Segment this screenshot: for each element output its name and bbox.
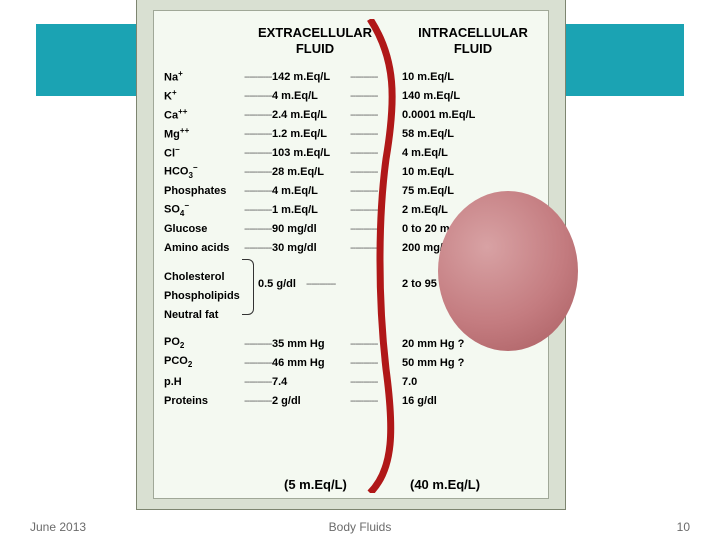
header-icf: INTRACELLULAR FLUID	[408, 25, 538, 58]
ion-ecf: 4 m.Eq/L	[272, 90, 350, 102]
cell-blob	[438, 191, 578, 351]
table-row: p.H-----------7.4-----------7.0	[164, 372, 538, 391]
dash: -----------	[244, 338, 272, 350]
header-icf-line1: INTRACELLULAR	[418, 25, 528, 40]
ion-ecf: 90 mg/dl	[272, 223, 350, 235]
slide-footer: June 2013 Body Fluids 10	[0, 514, 720, 540]
dash: -----------	[244, 242, 272, 254]
lipid-bracket	[242, 259, 254, 315]
lipid-ecf-value: 0.5 g/dl	[258, 278, 296, 290]
ion-label: Mg++	[164, 126, 244, 141]
table-row: Cl−-----------103 m.Eq/L-----------4 m.E…	[164, 143, 538, 162]
gas-ecf: 46 mm Hg	[272, 357, 350, 369]
ion-ecf: 30 mg/dl	[272, 242, 350, 254]
diagram-panel: EXTRACELLULAR FLUID INTRACELLULAR FLUID …	[136, 0, 566, 510]
ion-ecf: 2.4 m.Eq/L	[272, 109, 350, 121]
table-row: PCO2-----------46 mm Hg-----------50 mm …	[164, 353, 538, 372]
ion-label: SO4−	[164, 201, 244, 218]
diagram-content: EXTRACELLULAR FLUID INTRACELLULAR FLUID …	[154, 11, 548, 498]
lipid-label: Neutral fat	[164, 309, 244, 321]
footer-page: 10	[677, 520, 690, 534]
header-icf-line2: FLUID	[454, 41, 492, 56]
ion-label: Amino acids	[164, 242, 244, 254]
dash: -----------	[244, 376, 272, 388]
footer-title: Body Fluids	[0, 520, 720, 534]
ion-label: K+	[164, 88, 244, 103]
gas-label: Proteins	[164, 395, 244, 407]
gas-ecf: 2 g/dl	[272, 395, 350, 407]
table-row: Na+-----------142 m.Eq/L-----------10 m.…	[164, 67, 538, 86]
dash: -----------	[244, 395, 272, 407]
gas-label: p.H	[164, 376, 244, 388]
dash: -----------	[244, 90, 272, 102]
dash: -----------	[244, 204, 272, 216]
gas-ecf: 35 mm Hg	[272, 338, 350, 350]
ion-ecf: 1 m.Eq/L	[272, 204, 350, 216]
bottom-icf: (40 m.Eq/L)	[410, 477, 480, 492]
gas-label: PCO2	[164, 355, 244, 369]
diagram-inner: EXTRACELLULAR FLUID INTRACELLULAR FLUID …	[153, 10, 549, 499]
header-ecf-line2: FLUID	[296, 41, 334, 56]
table-row: K+-----------4 m.Eq/L-----------140 m.Eq…	[164, 86, 538, 105]
ion-label: Na+	[164, 69, 244, 84]
ion-label: Cl−	[164, 145, 244, 160]
table-row: HCO3−-----------28 m.Eq/L-----------10 m…	[164, 162, 538, 181]
dash: -----------	[244, 223, 272, 235]
bottom-ecf: (5 m.Eq/L)	[284, 477, 347, 492]
header-ecf-line1: EXTRACELLULAR	[258, 25, 372, 40]
gas-label: PO2	[164, 336, 244, 350]
table-row: Ca++-----------2.4 m.Eq/L-----------0.00…	[164, 105, 538, 124]
lipid-label: Cholesterol	[164, 271, 244, 283]
membrane-icon	[366, 19, 406, 493]
ion-label: Phosphates	[164, 185, 244, 197]
header-ecf: EXTRACELLULAR FLUID	[250, 25, 380, 58]
dash: -----------	[244, 357, 272, 369]
ion-ecf: 1.2 m.Eq/L	[272, 128, 350, 140]
table-row: Proteins-----------2 g/dl-----------16 g…	[164, 391, 538, 410]
lipid-label: Phospholipids	[164, 290, 244, 302]
ion-ecf: 142 m.Eq/L	[272, 71, 350, 83]
dash: -----------	[244, 128, 272, 140]
dash: -----------	[244, 109, 272, 121]
ion-label: Glucose	[164, 223, 244, 235]
ion-ecf: 4 m.Eq/L	[272, 185, 350, 197]
gas-ecf: 7.4	[272, 376, 350, 388]
dash: -----------	[244, 185, 272, 197]
dash: -----------	[244, 147, 272, 159]
dash: -----------	[244, 71, 272, 83]
ion-ecf: 28 m.Eq/L	[272, 166, 350, 178]
table-row: Mg++-----------1.2 m.Eq/L-----------58 m…	[164, 124, 538, 143]
ion-label: HCO3−	[164, 163, 244, 180]
lipid-dash: -----------	[306, 278, 356, 290]
ion-ecf: 103 m.Eq/L	[272, 147, 350, 159]
ion-label: Ca++	[164, 107, 244, 122]
dash: -----------	[244, 166, 272, 178]
